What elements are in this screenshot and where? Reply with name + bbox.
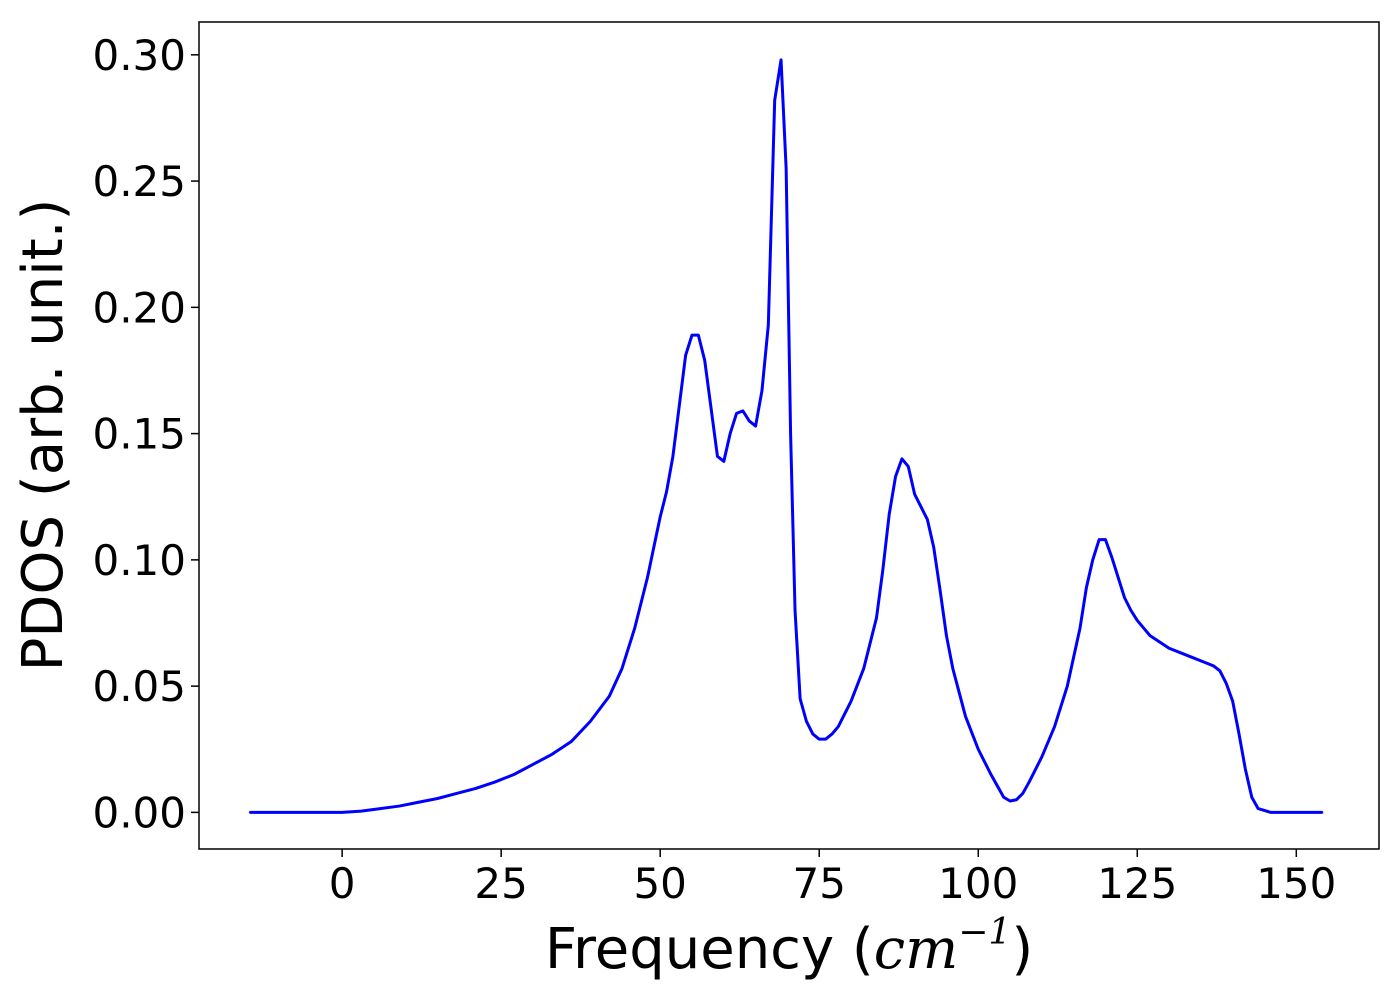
x-tick-label: 75 [792, 859, 845, 908]
y-tick-label: 0.15 [92, 410, 186, 459]
x-tick-label: 25 [474, 859, 527, 908]
x-tick-label: 50 [633, 859, 686, 908]
x-tick-label: 150 [1256, 859, 1336, 908]
y-axis: 0.00 0.05 0.10 0.15 0.20 0.25 0.30 [92, 31, 199, 837]
y-tick-label: 0.30 [92, 31, 186, 80]
y-axis-title: PDOS (arb. unit.) [11, 199, 76, 672]
y-tick-label: 0.20 [92, 283, 186, 332]
y-tick-label: 0.25 [92, 157, 186, 206]
x-axis-title: Frequency (cm−1) [545, 912, 1033, 982]
x-tick-label: 100 [938, 859, 1018, 908]
y-tick-label: 0.00 [92, 788, 186, 837]
x-tick-label: 125 [1097, 859, 1177, 908]
x-axis: 0 25 50 75 100 125 150 [329, 849, 1336, 908]
y-tick-label: 0.10 [92, 536, 186, 585]
pdos-series-line [249, 58, 1324, 814]
x-tick-label: 0 [329, 859, 356, 908]
y-tick-label: 0.05 [92, 662, 186, 711]
plot-area [198, 21, 1380, 850]
